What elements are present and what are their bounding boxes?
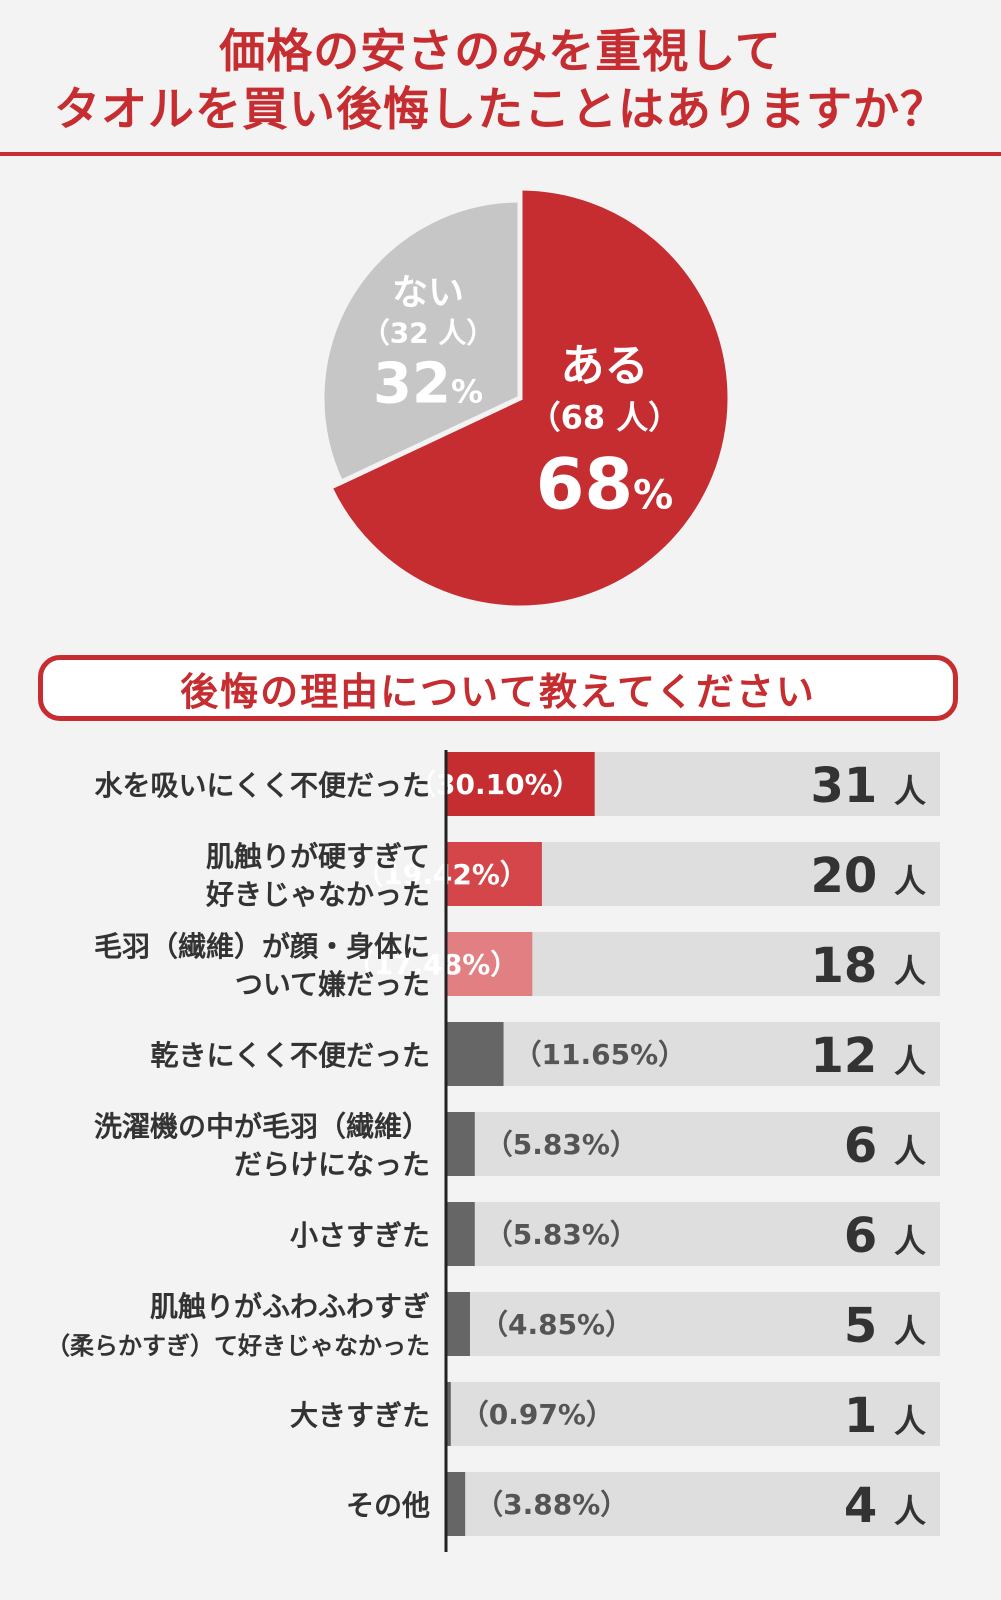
reasons-banner-text: 後悔の理由について教えてください [180, 669, 816, 714]
bar-track-8 [446, 1472, 940, 1536]
category-label-0-0: 水を吸いにくく不便だった [95, 769, 430, 802]
category-label-1-0: 肌触りが硬すぎて [206, 840, 430, 873]
bar-value-label-3: 12 人 [810, 1028, 926, 1084]
bar-5 [446, 1202, 475, 1266]
pie-slice-count-1: （32 人） [362, 317, 495, 350]
category-label-4-1: だらけになった [234, 1148, 430, 1181]
bar-2 [446, 932, 533, 996]
bar-percent-label-4: （5.83%） [485, 1128, 638, 1161]
bar-value-label-7: 1 人 [844, 1388, 926, 1444]
bar-percent-label-8: （3.88%） [475, 1488, 628, 1521]
bar-3 [446, 1022, 504, 1086]
category-label-4-0: 洗濯機の中が毛羽（繊維） [94, 1110, 430, 1143]
title-divider [0, 152, 1001, 156]
pie-slice-percent-1: 32% [373, 352, 483, 417]
bar-0 [446, 752, 595, 816]
category-label-1-1: 好きじゃなかった [205, 878, 430, 911]
bar-value-label-2: 18 人 [810, 938, 926, 994]
pie-slice-0 [326, 185, 733, 611]
bar-6 [446, 1292, 470, 1356]
bar-7 [446, 1382, 451, 1446]
category-label-2-1: ついて嫌だった [235, 968, 430, 1001]
bar-percent-label-1: （19.42%） [355, 858, 528, 891]
pie-slice-count-0: （68 人） [529, 398, 681, 436]
pie-slice-label-0: ある [560, 340, 648, 391]
bar-percent-label-6: （4.85%） [480, 1308, 633, 1341]
bar-track-5 [446, 1202, 940, 1266]
pie-slice-label-1: ない [392, 273, 464, 314]
category-label-6-1: （柔らかすぎ）て好きじゃなかった [46, 1332, 430, 1360]
bar-value-label-1: 20 人 [810, 848, 926, 904]
chart-title: 価格の安さのみを重視して タオルを買い後悔したことはありますか？ [0, 22, 1001, 138]
bar-percent-label-2: （17.48%） [346, 948, 519, 981]
category-label-5-0: 小さすぎた [290, 1219, 430, 1252]
bar-4 [446, 1112, 475, 1176]
pie-slice-percent-0: 68% [536, 443, 674, 525]
bar-percent-label-3: （11.65%） [514, 1038, 687, 1071]
category-label-6-0: 肌触りがふわふわすぎ [150, 1290, 430, 1323]
chart-title-line-2: タオルを買い後悔したことはありますか？ [54, 82, 947, 136]
reasons-banner: 後悔の理由について教えてください [38, 655, 958, 721]
bar-value-label-4: 6 人 [844, 1118, 926, 1174]
bar-percent-label-0: （30.10%） [408, 768, 581, 801]
bar-value-label-6: 5 人 [844, 1298, 926, 1354]
bar-track-3 [446, 1022, 940, 1086]
bar-track-7 [446, 1382, 940, 1446]
chart-title-line-1: 価格の安さのみを重視して [219, 24, 782, 78]
bar-1 [446, 842, 542, 906]
bar-value-label-5: 6 人 [844, 1208, 926, 1264]
bar-value-label-8: 4 人 [844, 1478, 926, 1534]
pie-chart: ある （68 人） 68% ない（32 人）32% [319, 185, 733, 611]
category-label-3-0: 乾きにくく不便だった [151, 1039, 430, 1072]
pie-slice-1 [319, 197, 523, 486]
bar-percent-label-7: （0.97%） [461, 1398, 614, 1431]
bar-track-6 [446, 1292, 940, 1356]
bar-8 [446, 1472, 466, 1536]
category-label-8-0: その他 [346, 1489, 430, 1522]
bar-percent-label-5: （5.83%） [485, 1218, 638, 1251]
bar-value-label-0: 31 人 [810, 758, 926, 814]
bar-track-4 [446, 1112, 940, 1176]
category-label-7-0: 大きすぎた [290, 1399, 430, 1432]
category-label-2-0: 毛羽（繊維）が顔・身体に [94, 930, 430, 963]
